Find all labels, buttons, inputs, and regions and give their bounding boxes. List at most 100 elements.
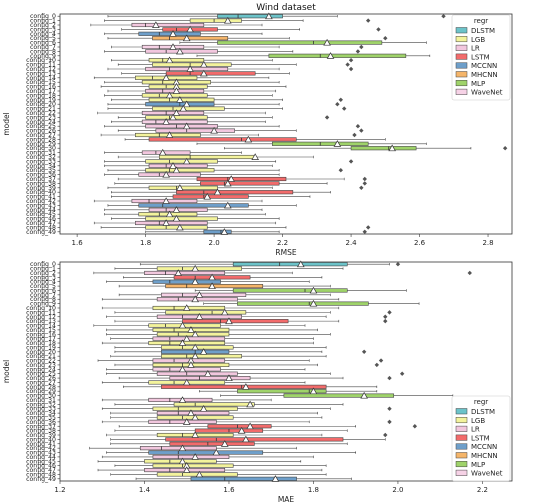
legend-swatch	[455, 469, 468, 476]
box-iqr	[145, 225, 208, 230]
y-tick-label: config_6	[30, 287, 56, 294]
legend-label: MLP	[471, 461, 485, 469]
y-tick-label: config_21	[26, 106, 56, 113]
y-tick-label: config_41	[26, 441, 56, 448]
legend-label: LR	[471, 426, 480, 434]
mean-marker	[225, 317, 233, 325]
y-tick-label: config_35	[26, 167, 56, 174]
box-iqr	[152, 463, 234, 468]
y-tick-label: config_8	[30, 296, 56, 303]
y-tick-label: config_7	[30, 292, 56, 299]
box-config_33	[104, 157, 354, 165]
y-tick-label: config_3	[30, 26, 56, 33]
box-config_27	[101, 378, 306, 386]
y-tick-label: config_43	[26, 202, 56, 209]
box-config_10	[111, 56, 354, 64]
mean-marker	[200, 69, 208, 77]
box-config_46	[114, 461, 327, 469]
box-config_2	[90, 21, 263, 28]
box-iqr	[152, 454, 230, 459]
box-config_39	[106, 431, 388, 438]
outlier-point	[361, 349, 367, 354]
y-tick-label: config_16	[26, 84, 56, 91]
outlier-point	[383, 314, 388, 319]
box-config_4	[104, 30, 263, 37]
mean-marker	[210, 126, 218, 134]
mean-marker	[182, 34, 191, 42]
y-tick-label: config_45	[26, 458, 56, 465]
y-tick-label: config_8	[30, 48, 56, 55]
y-tick-label: config_3	[30, 274, 56, 281]
mean-marker	[223, 201, 232, 209]
y-tick-label: config_42	[26, 445, 56, 452]
box-iqr	[237, 301, 369, 306]
box-config_3	[121, 25, 381, 33]
box-iqr	[145, 115, 208, 120]
box-config_8	[101, 295, 340, 303]
y-tick-label: config_34	[26, 410, 56, 417]
mean-marker	[176, 47, 184, 55]
box-iqr	[189, 18, 242, 23]
box-iqr	[156, 371, 238, 376]
y-tick-label: config_22	[26, 110, 56, 117]
box-config_32	[114, 400, 344, 408]
outlier-point	[387, 375, 392, 381]
y-tick-label: config_49	[26, 476, 56, 483]
outlier-point	[338, 168, 343, 173]
plot-frame	[59, 13, 513, 235]
outlier-point	[378, 358, 384, 363]
x-tick-label: 1.2	[54, 486, 65, 494]
box-config_17	[110, 334, 314, 342]
box-config_22	[97, 356, 384, 364]
y-tick-label: config_18	[26, 340, 56, 347]
box-config_40	[110, 435, 386, 443]
box-config_6	[194, 286, 407, 294]
x-tick-label: 2.4	[345, 239, 357, 247]
outlier-point	[359, 185, 364, 190]
box-config_43	[107, 201, 297, 209]
mean-marker	[162, 170, 170, 178]
box-iqr	[165, 310, 247, 315]
box-iqr	[165, 437, 344, 442]
box-config_37	[118, 422, 418, 430]
box-config_36	[101, 418, 392, 425]
legend-label: LSTM	[471, 53, 490, 61]
box-config_42	[89, 444, 297, 452]
y-tick-label: config_6	[30, 40, 56, 47]
y-tick-label: config_17	[26, 336, 56, 343]
outlier-point	[335, 102, 340, 107]
y-tick-label: config_38	[26, 428, 56, 435]
box-config_24	[106, 365, 306, 373]
box-iqr	[173, 402, 255, 407]
outlier-point	[383, 36, 388, 41]
outlier-point	[387, 419, 392, 425]
mean-marker	[237, 426, 246, 434]
box-config_41	[110, 440, 348, 447]
box-config_30	[220, 391, 454, 399]
mean-marker	[220, 228, 229, 235]
y-tick-label: config_32	[26, 154, 56, 161]
legend-label: DLSTM	[471, 27, 495, 35]
y-tick-label: config_37	[26, 176, 56, 183]
y-tick-label: config_20	[26, 101, 56, 108]
outlier-point	[338, 97, 343, 102]
legend-swatch	[455, 408, 468, 415]
box-config_31	[104, 148, 242, 156]
legend-swatch	[455, 36, 468, 43]
box-config_33	[101, 405, 392, 412]
chart-title: Wind dataset	[256, 3, 316, 13]
box-iqr	[165, 71, 256, 76]
box-config_18	[101, 339, 314, 346]
mean-marker	[244, 135, 253, 143]
outlier-point	[387, 406, 392, 411]
box-iqr	[145, 216, 218, 221]
box-iqr	[152, 62, 232, 67]
box-iqr	[172, 194, 249, 199]
box-config_6	[179, 38, 427, 46]
y-tick-label: config_33	[26, 158, 56, 165]
y-tick-label: config_7	[30, 44, 56, 51]
box-config_27	[100, 131, 357, 138]
box-iqr	[141, 150, 191, 155]
box-config_7	[118, 291, 331, 298]
